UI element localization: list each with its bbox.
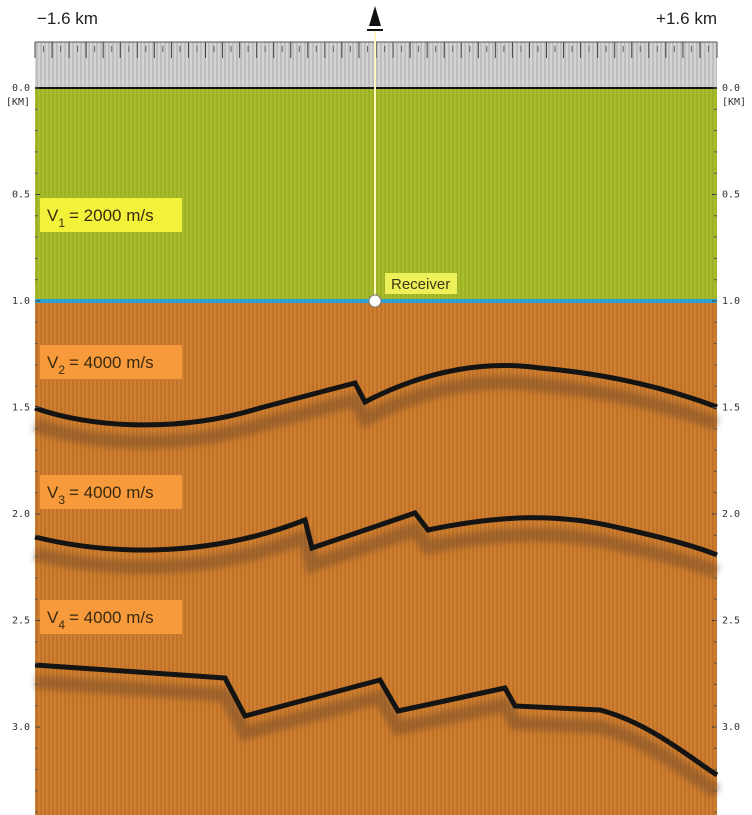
depth-unit-left: [KM] <box>6 97 30 108</box>
depth-label-left: 0.0 <box>12 83 30 94</box>
velocity-symbol: V <box>47 483 59 502</box>
velocity-subscript: 2 <box>58 363 65 377</box>
figure: −1.6 km +1.6 km Receiver V1= 2000 m/sV2=… <box>0 0 752 815</box>
receiver-arrow <box>369 6 381 26</box>
depth-label-right: 0.0 <box>722 83 740 94</box>
velocity-subscript: 1 <box>58 216 65 230</box>
velocity-speed: = 4000 m/s <box>69 353 154 372</box>
depth-label-left: 2.0 <box>12 509 30 520</box>
velocity-subscript: 4 <box>58 618 65 632</box>
receiver-point <box>369 295 381 307</box>
velocity-subscript: 3 <box>58 493 65 507</box>
depth-label-left: 0.5 <box>12 190 30 201</box>
depth-label-left: 1.5 <box>12 403 30 414</box>
depth-label-right: 2.5 <box>722 616 740 627</box>
velocity-speed: = 4000 m/s <box>69 483 154 502</box>
velocity-speed: = 4000 m/s <box>69 608 154 627</box>
depth-label-left: 1.0 <box>12 296 30 307</box>
depth-label-left: 3.0 <box>12 722 30 733</box>
depth-label-right: 2.0 <box>722 509 740 520</box>
right-distance: +1.6 km <box>656 9 717 28</box>
velocity-speed: = 2000 m/s <box>69 206 154 225</box>
depth-label-right: 1.0 <box>722 296 740 307</box>
velocity-symbol: V <box>47 608 59 627</box>
depth-label-right: 1.5 <box>722 403 740 414</box>
velocity-symbol: V <box>47 206 59 225</box>
left-distance: −1.6 km <box>37 9 98 28</box>
depth-label-right: 0.5 <box>722 190 740 201</box>
depth-unit-right: [KM] <box>722 97 746 108</box>
depth-label-left: 2.5 <box>12 616 30 627</box>
depth-label-right: 3.0 <box>722 722 740 733</box>
velocity-symbol: V <box>47 353 59 372</box>
receiver-label: Receiver <box>391 276 450 293</box>
